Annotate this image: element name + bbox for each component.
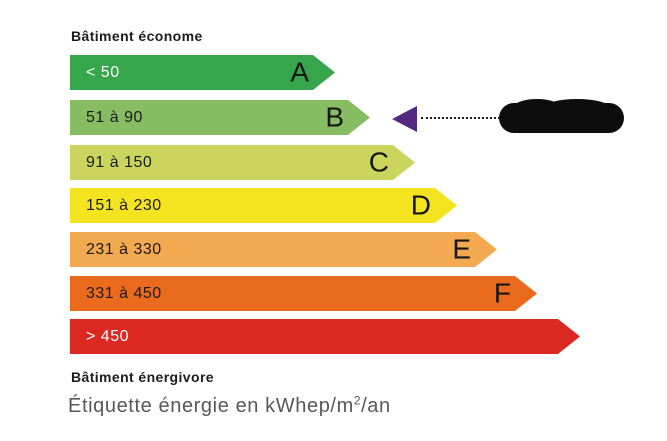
- energy-bar-a: < 50 A: [70, 55, 335, 90]
- energy-intensive-building-label: Bâtiment énergivore: [71, 369, 214, 385]
- grade-letter: A: [290, 55, 309, 87]
- grade-letter: B: [325, 100, 344, 132]
- energy-label-caption: Étiquette énergie en kWhep/m2/an: [68, 393, 391, 418]
- range-label: 51 à 90: [86, 108, 143, 126]
- range-label: 331 à 450: [86, 284, 162, 302]
- redacted-value-blob: [499, 99, 624, 133]
- energy-bar-f: 331 à 450 F: [70, 276, 537, 311]
- energy-bar-c: 91 à 150 C: [70, 145, 415, 180]
- energy-bar-g: > 450: [70, 319, 580, 354]
- grade-letter: F: [493, 276, 511, 308]
- grade-letter: E: [452, 232, 471, 264]
- economical-building-label: Bâtiment économe: [71, 28, 203, 44]
- caption-suffix: /an: [361, 395, 391, 417]
- dotted-connector-line: [421, 117, 500, 119]
- range-label: > 450: [86, 327, 129, 345]
- range-label: 91 à 150: [86, 153, 153, 171]
- energy-bar-e: 231 à 330 E: [70, 232, 497, 267]
- caption-superscript: 2: [353, 393, 362, 408]
- grade-letter: C: [368, 145, 389, 177]
- caption-text: Étiquette énergie en kWhep/m: [68, 395, 354, 417]
- energy-bar-d: 151 à 230 D: [70, 188, 457, 223]
- energy-bar-b: 51 à 90 B: [70, 100, 370, 135]
- grade-letter: D: [410, 188, 431, 220]
- arrow-left-icon: [392, 106, 417, 132]
- range-label: 151 à 230: [86, 196, 162, 214]
- redaction-shape: [499, 99, 624, 133]
- range-label: < 50: [86, 63, 120, 81]
- range-label: 231 à 330: [86, 240, 162, 258]
